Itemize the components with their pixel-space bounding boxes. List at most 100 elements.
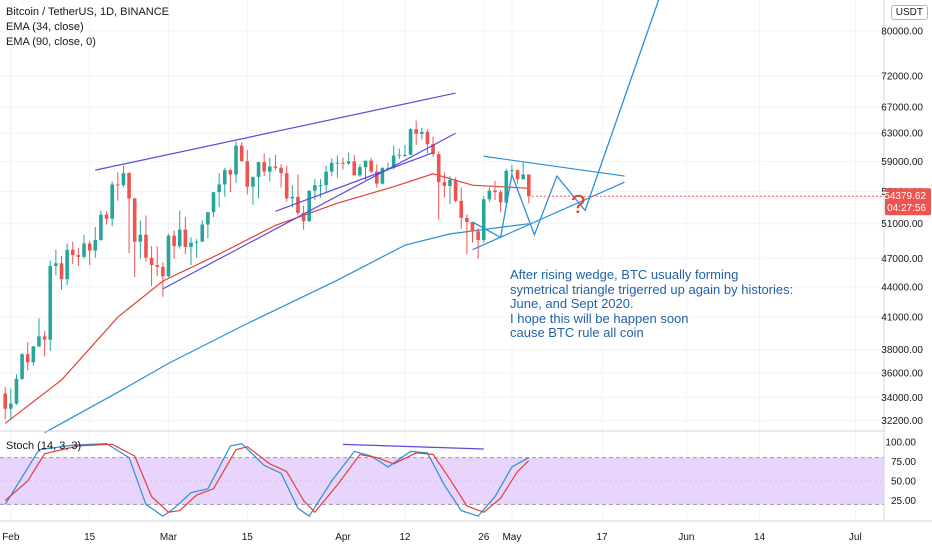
candle-body [493,190,497,193]
candle [273,154,278,171]
time-tick-label: 17 [596,532,608,543]
stoch-k-line [4,442,530,517]
candle-body [239,145,244,162]
candle-body [132,198,137,242]
candle [346,152,351,165]
countdown-label: 04:27:56 [887,203,926,214]
candle [99,210,103,241]
candle [476,227,480,259]
candle-body [284,173,289,199]
candle-body [228,170,233,175]
candle-body [155,265,160,267]
candle [211,192,216,218]
candle-body [161,266,165,277]
candle-body [386,167,390,169]
time-tick-label: Apr [335,532,351,543]
legend-ema90: EMA (90, close, 0) [6,36,96,48]
trendline [162,132,456,290]
currency-badge[interactable]: USDT [890,5,928,20]
candle-body [380,167,385,184]
candle-body [459,200,464,218]
candle-body [504,170,509,203]
candle [121,165,126,188]
candle-body [251,176,255,187]
price-tick-label: 63000.00 [881,129,923,140]
time-tick-label: Jul [849,532,862,543]
candle-body [166,235,171,277]
candle-body [420,131,424,134]
candle-body [358,167,362,176]
candle-body [329,162,334,172]
candle [42,330,47,357]
candle-body [217,184,221,193]
time-tick-label: Feb [2,532,20,543]
candle-body [307,190,312,222]
divergence-line [342,443,484,450]
candle-body [369,160,373,172]
candle [144,215,148,262]
candle [217,173,221,208]
candle [403,144,407,157]
price-tick-label: 41000.00 [881,313,923,324]
candle-body [341,162,345,164]
candle [177,210,182,249]
candle-body [65,249,69,280]
candle-body [301,212,306,222]
trendlines [95,92,625,290]
candle [279,164,283,188]
candle [104,211,109,225]
trendline [483,155,625,177]
candle-body [391,155,396,168]
candle-body [397,154,402,156]
candle-body [3,393,7,409]
candle-body [206,212,210,225]
candle [14,374,19,405]
candle-body [127,173,131,199]
stoch-tick-label: 50.00 [891,477,916,488]
candle [194,239,199,258]
candle [222,167,227,197]
stoch-tick-label: 100.00 [885,438,916,449]
ema-90-line [44,223,529,434]
candle [82,234,86,259]
annotation-line: I hope this will be happen soon [510,310,689,326]
time-tick-label: 15 [84,532,96,543]
candle-body [521,174,525,180]
annotation-line: symetrical triangle trigerred up again b… [510,281,794,297]
candle-body [234,145,238,175]
candle [116,172,120,201]
ema-90-path [44,223,529,434]
candle [234,141,238,183]
candle-body [138,234,143,242]
candle [87,240,92,266]
candle [397,148,402,160]
candle-body [245,161,250,187]
candle [420,127,424,140]
candle [268,157,272,182]
candle-body [515,170,520,180]
last-price-tag [885,188,931,216]
candle-body [194,241,199,243]
candle-body [318,185,323,187]
candle-body [526,174,531,197]
candle [206,212,210,239]
candle [3,387,7,420]
candle [9,388,13,420]
candle [324,165,328,193]
candle [70,241,75,265]
candle-body [256,162,261,177]
candle-body [425,131,430,145]
candle [363,160,368,180]
candle [470,222,475,243]
projection-line [472,0,660,239]
candle-body [487,190,492,200]
candle-body [200,224,205,242]
candle-body [177,229,182,247]
candle [358,164,362,177]
price-tick-label: 47000.00 [881,254,923,265]
stoch-tick-label: 75.00 [891,457,916,468]
trendline [95,92,456,171]
candle [459,187,464,229]
time-tick-label: 14 [754,532,766,543]
